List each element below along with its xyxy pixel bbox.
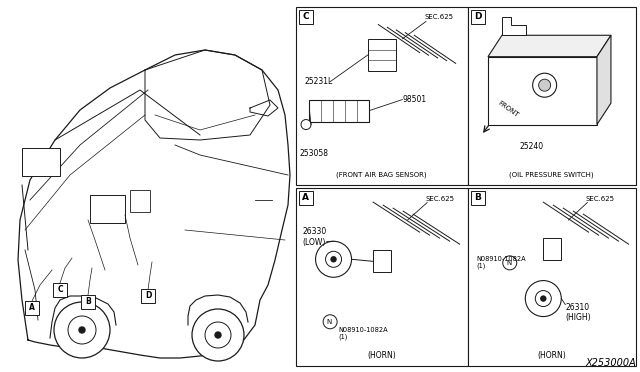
Text: A: A	[302, 193, 309, 202]
Text: (HORN): (HORN)	[538, 351, 566, 360]
Text: D: D	[145, 292, 151, 301]
Circle shape	[205, 322, 231, 348]
Bar	[543, 238, 561, 260]
Circle shape	[79, 327, 85, 333]
Circle shape	[316, 241, 351, 277]
Bar	[130, 190, 150, 212]
Text: 26310
(HIGH): 26310 (HIGH)	[565, 302, 591, 322]
Text: B: B	[474, 193, 481, 202]
Bar	[299, 10, 313, 24]
Bar	[488, 57, 597, 125]
Polygon shape	[502, 17, 526, 35]
Bar	[53, 283, 67, 297]
Circle shape	[326, 251, 342, 267]
Bar	[299, 191, 313, 205]
Circle shape	[532, 73, 557, 97]
Circle shape	[301, 119, 311, 129]
Bar	[296, 188, 468, 366]
Text: 253058: 253058	[299, 149, 328, 158]
Circle shape	[539, 79, 550, 91]
Text: B: B	[85, 298, 91, 307]
Bar	[368, 39, 396, 71]
Text: C: C	[57, 285, 63, 295]
Text: 98501: 98501	[403, 95, 426, 104]
Text: SEC.625: SEC.625	[586, 196, 614, 202]
Bar	[81, 295, 95, 309]
Text: FRONT: FRONT	[497, 100, 520, 119]
Bar	[468, 7, 636, 185]
Circle shape	[54, 302, 110, 358]
Circle shape	[192, 309, 244, 361]
Text: C: C	[302, 12, 309, 21]
Text: (OIL PRESSURE SWITCH): (OIL PRESSURE SWITCH)	[509, 171, 594, 178]
Bar	[471, 191, 485, 205]
Bar	[296, 7, 468, 185]
Text: N: N	[506, 260, 511, 266]
Text: SEC.625: SEC.625	[425, 196, 454, 202]
Bar	[141, 289, 155, 303]
Text: X253000A: X253000A	[585, 358, 636, 368]
Circle shape	[541, 296, 546, 301]
Bar	[471, 10, 485, 24]
Text: D: D	[474, 12, 481, 21]
Bar	[90, 195, 125, 223]
Circle shape	[331, 257, 336, 262]
Text: (HORN): (HORN)	[367, 351, 396, 360]
Circle shape	[323, 315, 337, 329]
Text: N08910-1082A
(1): N08910-1082A (1)	[476, 256, 526, 269]
Text: 25231L: 25231L	[304, 77, 333, 86]
Circle shape	[503, 256, 516, 270]
Polygon shape	[488, 35, 611, 57]
Text: N: N	[326, 319, 332, 325]
Circle shape	[215, 332, 221, 338]
Circle shape	[68, 316, 96, 344]
Bar	[22, 148, 60, 176]
Polygon shape	[597, 35, 611, 125]
Text: A: A	[29, 304, 35, 312]
Bar	[468, 188, 636, 366]
Bar	[373, 250, 391, 272]
Text: 26330
(LOW): 26330 (LOW)	[303, 227, 327, 247]
Bar	[310, 100, 369, 122]
Text: SEC.625: SEC.625	[424, 15, 453, 20]
Circle shape	[525, 280, 561, 317]
Text: N08910-1082A
(1): N08910-1082A (1)	[338, 327, 388, 340]
Text: 25240: 25240	[520, 142, 543, 151]
Bar	[25, 301, 39, 315]
Text: (FRONT AIR BAG SENSOR): (FRONT AIR BAG SENSOR)	[337, 171, 427, 178]
Circle shape	[535, 291, 551, 307]
